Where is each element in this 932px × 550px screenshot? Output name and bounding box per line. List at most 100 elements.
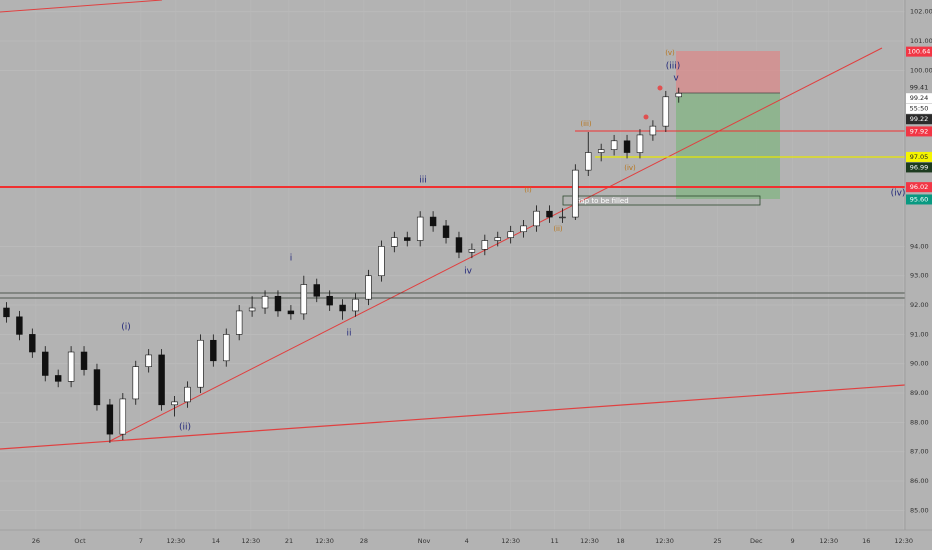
- candle-body: [559, 216, 566, 219]
- y-tick-label: 92.00: [910, 301, 929, 309]
- candle-body: [210, 339, 217, 362]
- price-badge: [906, 151, 932, 162]
- candle-body: [93, 369, 101, 406]
- price-badge-label: 96.99: [910, 163, 929, 171]
- candle-body: [468, 249, 476, 253]
- price-badge: [906, 162, 932, 173]
- candle-body: [119, 398, 127, 435]
- candle-body: [171, 401, 178, 406]
- candle-body: [636, 134, 644, 153]
- x-tick-label: 12:30: [241, 537, 260, 545]
- price-badge-label: 97.05: [910, 153, 929, 161]
- x-tick-label: 26: [32, 537, 40, 545]
- sub-wave-label: (iii): [580, 120, 592, 128]
- candle-body: [533, 210, 540, 227]
- wave-label: i: [290, 254, 293, 264]
- candle-body: [391, 237, 398, 247]
- x-tick-label: Dec: [750, 537, 763, 545]
- candle-body: [300, 284, 308, 315]
- countdown-badge: [906, 103, 932, 114]
- candle-body: [429, 216, 437, 227]
- candle-body: [326, 295, 333, 306]
- wave-label: iv: [464, 267, 473, 277]
- y-tick-label: 88.00: [910, 418, 929, 426]
- price-badge: [906, 126, 932, 137]
- candle-body: [184, 386, 191, 403]
- y-tick-label: 102.00: [910, 8, 932, 16]
- candle-body: [649, 125, 657, 136]
- price-badge-label: 95.60: [910, 195, 929, 203]
- wave-label: iii: [419, 176, 427, 186]
- candle-body: [662, 96, 670, 127]
- candle-body: [274, 295, 282, 312]
- x-tick-label: 25: [713, 537, 721, 545]
- candle-body: [352, 298, 359, 312]
- wave-label: (iv): [891, 189, 906, 199]
- candle-body: [313, 284, 320, 297]
- candle-body: [623, 140, 631, 153]
- x-tick-label: 12:30: [166, 537, 185, 545]
- candle-body: [197, 339, 204, 388]
- candle-body: [675, 92, 682, 98]
- reward-zone: [676, 93, 780, 199]
- price-badge: [906, 46, 932, 57]
- gap-box: [562, 195, 761, 206]
- candle-body: [158, 354, 165, 406]
- candle-body: [42, 351, 49, 376]
- x-tick-label: 28: [360, 537, 368, 545]
- candle-body: [3, 307, 10, 318]
- price-badge-label: 99.24: [910, 94, 929, 102]
- price-badge: [906, 182, 932, 193]
- candle-body: [80, 351, 88, 370]
- candle-body: [132, 366, 139, 400]
- candles: [3, 87, 682, 443]
- candle-body: [520, 225, 527, 233]
- x-tick-label: 18: [616, 537, 624, 545]
- x-tick-label: 14: [212, 537, 220, 545]
- candle-body: [481, 240, 489, 250]
- gap-label: Gap to be filled: [575, 197, 629, 205]
- price-badge: [906, 194, 932, 205]
- candle-body: [16, 316, 23, 335]
- x-tick-label: 9: [790, 537, 794, 545]
- candle-body: [455, 237, 463, 253]
- x-tick-label: 7: [139, 537, 143, 545]
- x-tick-label: 21: [285, 537, 293, 545]
- candle-body: [106, 404, 114, 435]
- candle-body: [507, 231, 514, 238]
- wave-label: (ii): [179, 423, 191, 433]
- candle-body: [339, 304, 346, 312]
- sub-wave-label: (i): [524, 186, 532, 194]
- candle-body: [442, 225, 450, 238]
- wave-label: (iii): [666, 62, 681, 72]
- x-tick-label: Nov: [418, 537, 431, 545]
- candle-body: [610, 140, 618, 150]
- candle-body: [572, 169, 579, 218]
- y-tick-label: 93.00: [910, 272, 929, 280]
- price-badge-label: 99.41: [910, 84, 929, 92]
- candle-body: [29, 334, 36, 353]
- y-tick-label: 101.00: [910, 37, 932, 45]
- x-tick-label: 12:30: [315, 537, 334, 545]
- candle-body: [494, 237, 501, 241]
- sub-wave-label: (v): [665, 49, 675, 57]
- x-tick-label: 12:30: [819, 537, 838, 545]
- wave-label: v: [673, 74, 679, 84]
- candle-body: [365, 275, 372, 300]
- trend-line: [0, 384, 906, 450]
- candle-body: [585, 152, 592, 171]
- marker: [643, 114, 649, 120]
- candle-body: [597, 149, 605, 153]
- price-badge-label: 99.22: [910, 115, 929, 123]
- countdown-label: 55:50: [910, 105, 929, 113]
- x-tick-label: 12:30: [894, 537, 913, 545]
- y-tick-label: 87.00: [910, 448, 929, 456]
- y-tick-label: 86.00: [910, 477, 929, 485]
- y-tick-label: 100.00: [910, 66, 932, 74]
- candle-body: [416, 216, 424, 241]
- candle-body: [145, 354, 152, 367]
- marker: [657, 85, 663, 91]
- candle-body: [54, 375, 62, 382]
